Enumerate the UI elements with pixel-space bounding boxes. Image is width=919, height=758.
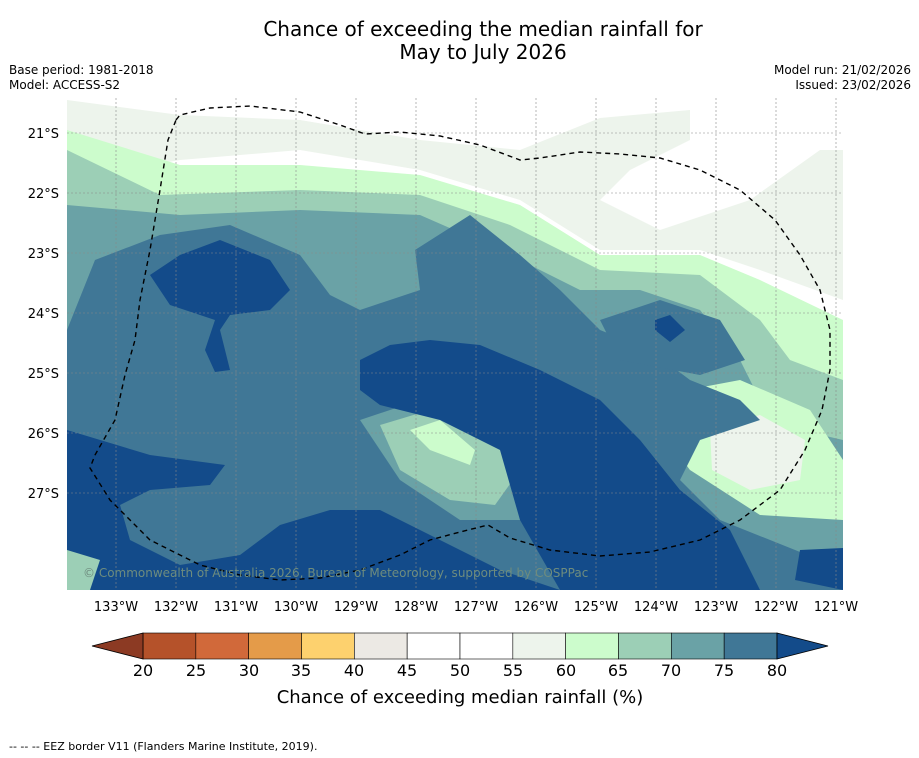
colorbar-segment — [618, 632, 672, 660]
colorbar-tick: 40 — [344, 661, 364, 680]
patch-65-sw — [67, 550, 100, 590]
lon-label: 131°W — [214, 600, 258, 615]
lat-label: 21°S — [28, 127, 59, 142]
lon-label: 130°W — [274, 600, 318, 615]
model-name: Model: ACCESS-S2 — [9, 78, 121, 92]
colorbar-segment — [406, 632, 461, 660]
eez-border — [89, 105, 831, 581]
lat-label: 25°S — [28, 367, 59, 382]
patch-over80-se — [795, 548, 843, 590]
lon-label: 123°W — [694, 600, 738, 615]
lon-label: 133°W — [94, 600, 138, 615]
lon-label: 125°W — [574, 600, 618, 615]
colorbar-tick: 35 — [291, 661, 311, 680]
lon-label: 129°W — [334, 600, 378, 615]
colorbar-tick: 55 — [503, 661, 523, 680]
map-contours — [67, 98, 843, 590]
colorbar-tick: 25 — [186, 661, 206, 680]
lat-label: 23°S — [28, 247, 59, 262]
colorbar-segments — [142, 632, 778, 660]
colorbar-tick: 65 — [608, 661, 628, 680]
lon-label: 132°W — [154, 600, 198, 615]
lat-label: 26°S — [28, 427, 59, 442]
colorbar-high-arrow — [776, 632, 829, 660]
lat-label: 24°S — [28, 307, 59, 322]
colorbar-segment — [142, 632, 197, 660]
colorbar-low-arrow — [91, 632, 144, 660]
band-over80-center — [360, 340, 760, 590]
lat-label: 22°S — [28, 187, 59, 202]
lon-label: 121°W — [814, 600, 858, 615]
colorbar-segment — [512, 632, 566, 660]
lat-label: 27°S — [28, 487, 59, 502]
colorbar-tick: 45 — [397, 661, 417, 680]
lon-label: 127°W — [454, 600, 498, 615]
band-55-60 — [67, 100, 843, 300]
patch-light-east — [710, 415, 805, 490]
patch-over80-east — [655, 315, 685, 342]
meta-left: Base period: 1981-2018 Model: ACCESS-S2 — [9, 63, 154, 93]
footnote: -- -- -- EEZ border V11 (Flanders Marine… — [9, 740, 318, 753]
band-over80-south — [67, 430, 560, 590]
colorbar-tick: 80 — [767, 661, 787, 680]
colorbar-segment — [459, 632, 514, 660]
colorbar-tick: 60 — [556, 661, 576, 680]
rainfall-map: © Commonwealth of Australia 2026, Bureau… — [28, 98, 858, 615]
colorbar-tick: 50 — [450, 661, 470, 680]
colorbar-segment — [565, 632, 619, 660]
map-graticule — [67, 98, 843, 590]
title-line-2: May to July 2026 — [399, 40, 567, 64]
colorbar-tick: 20 — [133, 661, 153, 680]
copyright-text: © Commonwealth of Australia 2026, Bureau… — [83, 566, 588, 580]
issued-date: Issued: 23/02/2026 — [795, 78, 911, 92]
colorbar-segment — [301, 632, 355, 660]
chart-title: Chance of exceeding the median rainfall … — [0, 18, 919, 64]
title-line-1: Chance of exceeding the median rainfall … — [263, 17, 703, 41]
meta-right: Model run: 21/02/2026 Issued: 23/02/2026 — [774, 63, 911, 93]
base-period: Base period: 1981-2018 — [9, 63, 154, 77]
colorbar: 20 25 30 35 40 45 50 55 60 65 70 75 80 C… — [91, 632, 829, 708]
model-run: Model run: 21/02/2026 — [773, 63, 911, 77]
band-over80-west — [150, 240, 290, 372]
colorbar-tick: 75 — [714, 661, 734, 680]
lon-label: 124°W — [634, 600, 678, 615]
colorbar-segment — [723, 632, 778, 660]
colorbar-tick: 30 — [239, 661, 259, 680]
lat-labels: 21°S 22°S 23°S 24°S 25°S 26°S 27°S — [28, 127, 59, 502]
colorbar-label: Chance of exceeding median rainfall (%) — [277, 687, 644, 708]
colorbar-segment — [671, 632, 725, 660]
lon-label: 126°W — [514, 600, 558, 615]
colorbar-segment — [248, 632, 302, 660]
lon-labels: 133°W 132°W 131°W 130°W 129°W 128°W 127°… — [94, 600, 858, 615]
patch-60-center — [410, 420, 475, 465]
lon-label: 122°W — [754, 600, 798, 615]
lon-label: 128°W — [394, 600, 438, 615]
colorbar-tick: 70 — [661, 661, 681, 680]
colorbar-segment — [195, 632, 249, 660]
colorbar-segment — [354, 632, 408, 660]
colorbar-ticks: 20 25 30 35 40 45 50 55 60 65 70 75 80 — [133, 661, 787, 680]
